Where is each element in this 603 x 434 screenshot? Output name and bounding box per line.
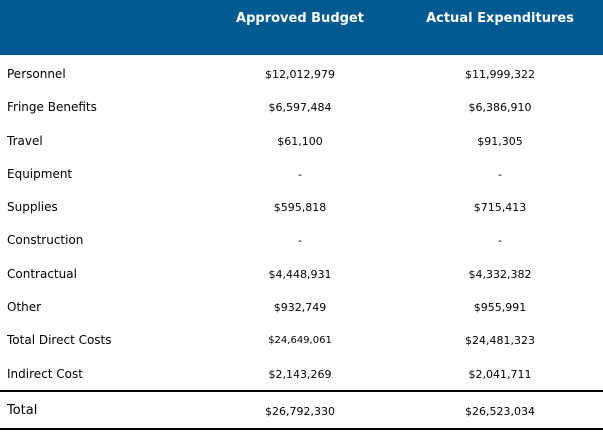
- total-row: Total $26,792,330 $26,523,034: [0, 392, 603, 428]
- table-body: Personnel $12,012,979 $11,999,322 Fringe…: [0, 55, 603, 388]
- header-approved-budget: Approved Budget: [236, 11, 364, 26]
- row-approved-budget: $24,649,061: [268, 335, 332, 347]
- table-row: Fringe Benefits $6,597,484 $6,386,910: [0, 88, 603, 121]
- row-label: Personnel: [7, 67, 66, 81]
- table-row: Total Direct Costs $24,649,061 $24,481,3…: [0, 321, 603, 354]
- row-actual-expenditures: $6,386,910: [468, 101, 532, 115]
- row-approved-budget: $932,749: [273, 301, 327, 315]
- total-rule-top: [0, 390, 603, 392]
- row-approved-budget: $2,143,269: [268, 367, 332, 381]
- row-approved-budget: $595,818: [273, 201, 327, 215]
- total-actual-expenditures: $26,523,034: [465, 405, 535, 418]
- table-row: Contractual $4,448,931 $4,332,382: [0, 255, 603, 288]
- row-actual-expenditures: $91,305: [477, 134, 523, 148]
- row-approved-budget: $61,100: [277, 134, 323, 148]
- table-row: Construction - -: [0, 221, 603, 254]
- table-row: Other $932,749 $955,991: [0, 288, 603, 321]
- table-row: Indirect Cost $2,143,269 $2,041,711: [0, 355, 603, 388]
- row-actual-expenditures: $24,481,323: [465, 334, 535, 348]
- row-label: Fringe Benefits: [7, 100, 97, 115]
- row-actual-expenditures: -: [498, 167, 502, 181]
- row-approved-budget: $6,597,484: [268, 101, 332, 115]
- row-label: Travel: [7, 133, 43, 148]
- table-row: Supplies $595,818 $715,413: [0, 188, 603, 221]
- row-actual-expenditures: $715,413: [473, 201, 527, 215]
- table-row: Equipment - -: [0, 155, 603, 188]
- row-actual-expenditures: $955,991: [473, 301, 527, 315]
- table-header: Approved Budget Actual Expenditures: [0, 0, 603, 55]
- total-rule-bottom: [0, 428, 603, 430]
- row-approved-budget: $4,448,931: [268, 267, 332, 281]
- table-row: Travel $61,100 $91,305: [0, 122, 603, 155]
- row-actual-expenditures: $2,041,711: [468, 367, 532, 381]
- total-approved-budget: $26,792,330: [265, 405, 335, 418]
- row-approved-budget: -: [298, 167, 302, 181]
- row-label: Indirect Cost: [7, 366, 83, 381]
- row-actual-expenditures: $11,999,322: [465, 68, 535, 81]
- row-label: Equipment: [7, 166, 73, 181]
- row-label: Other: [7, 300, 42, 315]
- row-label: Supplies: [7, 200, 58, 215]
- row-actual-expenditures: -: [498, 234, 502, 248]
- row-label: Total Direct Costs: [7, 333, 112, 348]
- total-label: Total: [7, 403, 38, 418]
- row-approved-budget: -: [298, 234, 302, 248]
- row-actual-expenditures: $4,332,382: [468, 267, 532, 281]
- row-label: Contractual: [7, 266, 77, 281]
- table-row: Personnel $12,012,979 $11,999,322: [0, 55, 603, 88]
- row-label: Construction: [7, 233, 84, 248]
- header-actual-expenditures: Actual Expenditures: [426, 11, 574, 26]
- row-approved-budget: $12,012,979: [265, 68, 335, 81]
